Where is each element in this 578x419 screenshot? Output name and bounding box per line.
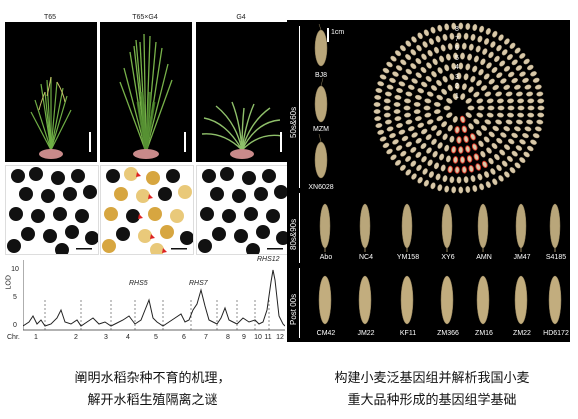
chr-axis-prefix: Chr. xyxy=(7,334,20,341)
ring-number: 7 xyxy=(455,35,459,43)
chr-label: 10 xyxy=(254,334,262,341)
plant-label-g4: G4 xyxy=(236,14,246,21)
chr-label: 6 xyxy=(182,334,186,341)
chr-label: 7 xyxy=(204,334,208,341)
era-label-80s90s: 80s&90s xyxy=(289,218,298,250)
ring-number: 8 xyxy=(455,26,459,33)
pollen-photo-t65 xyxy=(5,165,99,255)
scale-bar xyxy=(327,28,329,42)
scale-label: 1cm xyxy=(331,29,345,36)
chr-label: 9 xyxy=(242,334,246,341)
chr-label: 1 xyxy=(34,334,38,341)
variety-label: CM42 xyxy=(316,330,336,337)
left-caption-line2: 解开水稻生殖隔离之谜 xyxy=(87,393,218,408)
ears-rows xyxy=(318,203,562,325)
lod-tick-10: 10 xyxy=(11,266,19,273)
pollen-photo-g4 xyxy=(196,165,290,255)
chr-label: 5 xyxy=(154,334,158,341)
variety-label: KF11 xyxy=(399,330,417,337)
lod-curve xyxy=(23,260,285,331)
variety-label: HD6172 xyxy=(543,330,569,337)
ring-number: 1 xyxy=(455,92,459,100)
variety-label: NC4 xyxy=(358,254,373,261)
left-caption-line1: 阐明水稻杂种不育的机理， xyxy=(74,371,231,386)
annotation-rhs12: RHS12 xyxy=(257,256,280,263)
variety-label: Abo xyxy=(319,254,333,261)
chr-label: 2 xyxy=(74,334,78,341)
lod-tick-0: 0 xyxy=(13,322,17,329)
era-label-50s60s: 50s&60s xyxy=(289,106,298,138)
lod-tick-5: 5 xyxy=(13,294,17,301)
ring-number: 4 xyxy=(455,64,459,71)
variety-mzm: MZM xyxy=(313,126,329,133)
variety-label: ZM366 xyxy=(437,330,459,337)
ring-number: 5 xyxy=(455,54,459,62)
variety-label: JM47 xyxy=(513,254,531,261)
grain-spiral xyxy=(373,22,545,194)
chr-label: 8 xyxy=(226,334,230,341)
plant-photo-hybrid xyxy=(100,22,192,162)
variety-bj8: BJ8 xyxy=(314,72,328,79)
variety-label: AMN xyxy=(476,254,492,261)
plant-photo-t65 xyxy=(5,22,97,162)
variety-label: XY6 xyxy=(441,254,455,261)
right-caption-line2: 重大品种形成的基因组学基础 xyxy=(347,393,517,408)
right-caption-line1: 构建小麦泛基因组并解析我国小麦 xyxy=(334,371,530,386)
variety-label: ZM22 xyxy=(513,330,531,337)
variety-label: ZM16 xyxy=(475,330,493,337)
annotation-rhs7: RHS7 xyxy=(189,280,208,287)
lod-axis-label: LOD xyxy=(5,275,13,290)
annotation-rhs5: RHS5 xyxy=(129,280,148,287)
chr-label: 4 xyxy=(126,334,130,341)
plant-photo-g4 xyxy=(196,22,288,162)
variety-label: JM22 xyxy=(357,330,375,337)
pollen-photo-hybrid xyxy=(100,165,194,255)
variety-xn6028: XN6028 xyxy=(308,184,334,191)
chr-label: 11 xyxy=(264,334,272,341)
ring-number: 2 xyxy=(455,83,459,90)
wheat-figure: 50s&60s 80s&90s Post 00s 1cm BJ8 MZM XN6… xyxy=(287,20,570,342)
ring-number: 6 xyxy=(455,45,459,52)
variety-label: S4185 xyxy=(545,254,567,261)
plant-label-t65: T65 xyxy=(43,14,57,21)
ring-number: 3 xyxy=(455,73,459,81)
era-label-post00s: Post 00s xyxy=(289,293,298,325)
chr-label: 12 xyxy=(276,334,284,341)
variety-label: YM158 xyxy=(396,254,420,261)
plant-label-hybrid: T65×G4 xyxy=(132,14,158,21)
ears-50s60s xyxy=(314,24,328,179)
chr-label: 3 xyxy=(104,334,108,341)
